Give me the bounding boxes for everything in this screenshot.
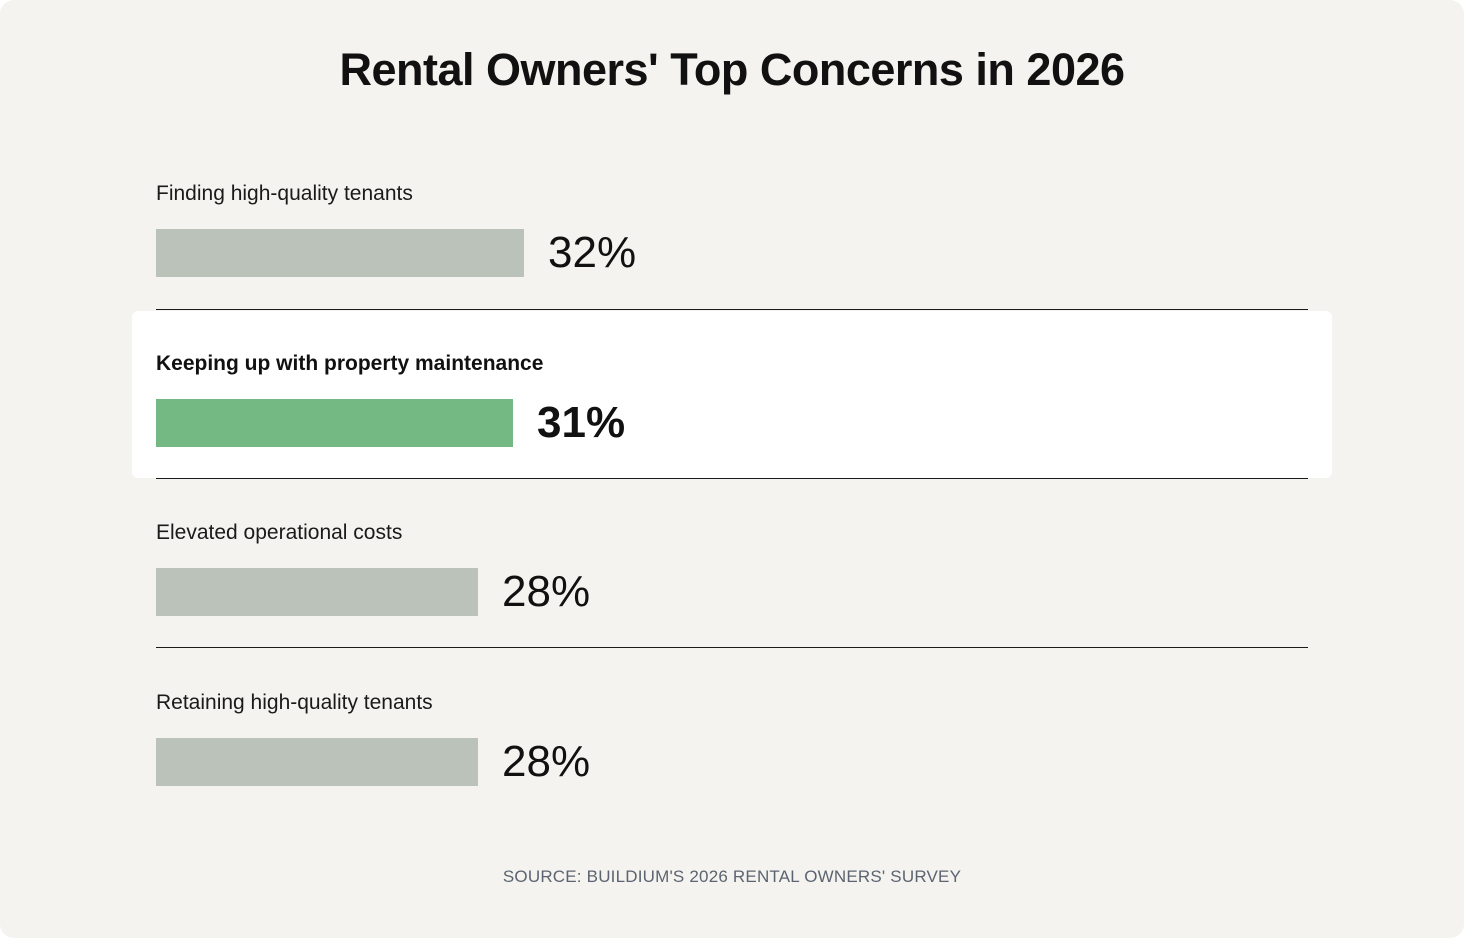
bar [156, 568, 478, 616]
bar [156, 399, 513, 447]
row-divider [156, 478, 1308, 479]
bar-value-label: 31% [537, 398, 626, 447]
row-divider [156, 309, 1308, 310]
bar [156, 229, 524, 277]
chart-title: Rental Owners' Top Concerns in 2026 [339, 44, 1125, 95]
bar-value-label: 28% [502, 567, 591, 616]
bar-category-label: Elevated operational costs [156, 521, 403, 544]
bar-value-label: 28% [502, 737, 591, 786]
bar-category-label: Finding high-quality tenants [156, 182, 413, 205]
bar-category-label: Keeping up with property maintenance [156, 352, 544, 375]
bar-category-label: Retaining high-quality tenants [156, 691, 433, 714]
bar-value-label: 32% [548, 228, 637, 277]
highlight-panel [132, 311, 1332, 478]
source-note: SOURCE: BUILDIUM'S 2026 RENTAL OWNERS' S… [502, 867, 962, 886]
bar [156, 738, 478, 786]
row-divider [156, 647, 1308, 648]
